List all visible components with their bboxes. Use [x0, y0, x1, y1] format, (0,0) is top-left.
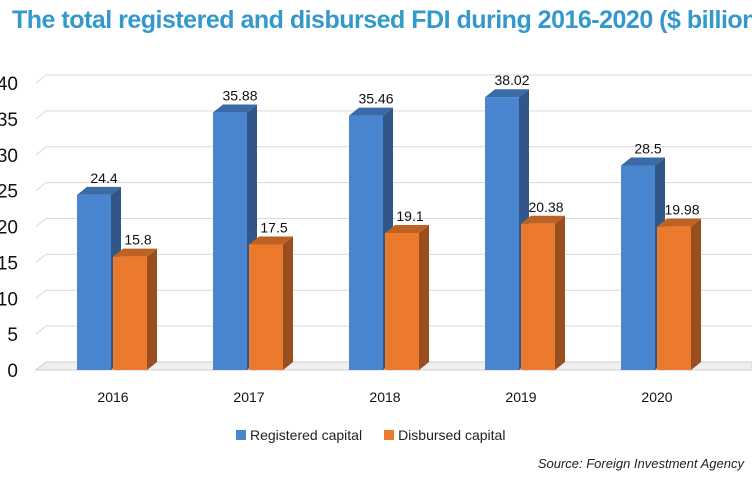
bar-top [521, 215, 565, 224]
data-label-registered: 38.02 [494, 72, 529, 88]
data-label-disbursed: 19.1 [396, 208, 423, 224]
y-tick-label: 0 [7, 361, 18, 382]
y-tick-label: 15 [0, 253, 18, 274]
gridline-depth [35, 146, 47, 156]
y-tick-label: 10 [0, 289, 18, 310]
bar-disbursed [113, 248, 157, 370]
gridline-depth [35, 289, 47, 299]
x-tick-label: 2019 [505, 389, 536, 405]
bar-top [249, 236, 293, 245]
bar-top [657, 218, 701, 227]
x-tick-label: 2018 [369, 389, 400, 405]
bar-top [485, 89, 529, 98]
gridline-depth [35, 325, 47, 335]
source-note: Source: Foreign Investment Agency [537, 456, 744, 471]
gridline-depth [35, 218, 47, 227]
x-tick-label: 2020 [641, 389, 672, 405]
legend-label-disbursed: Disbursed capital [398, 427, 506, 443]
x-tick-label: 2017 [233, 389, 264, 405]
bar-disbursed [249, 236, 293, 370]
bar-top [77, 186, 121, 195]
data-label-registered: 35.46 [358, 91, 393, 107]
bar-top [621, 157, 665, 166]
bar-front [521, 223, 555, 370]
x-axis-ticks: 2016 2017 2018 2019 2020 [97, 389, 672, 405]
bar-side [555, 215, 565, 370]
bar-front [621, 165, 655, 370]
bar-top [113, 248, 157, 257]
bar-disbursed [385, 224, 429, 370]
data-label-registered: 28.5 [634, 141, 661, 157]
bar-front [657, 226, 691, 370]
data-label-registered: 35.88 [222, 88, 257, 104]
data-label-disbursed: 19.98 [664, 202, 699, 218]
y-tick-label: 30 [0, 146, 18, 167]
bar-top [385, 224, 429, 233]
y-axis-ticks: 0 5 10 15 20 25 30 35 40 [0, 74, 18, 382]
bar-front [485, 97, 519, 371]
bar-front [349, 115, 383, 371]
bar-front [113, 256, 147, 370]
data-label-disbursed: 20.38 [528, 199, 563, 215]
bar-disbursed [521, 215, 565, 370]
gridline-depth [35, 110, 47, 120]
bar-front [77, 194, 111, 370]
bars-layer: 24.4 15.8 35.88 17.5 35.46 19.1 38.02 20.38 28.5… [77, 72, 701, 371]
bar-side [283, 236, 293, 370]
gridline-depth [35, 253, 47, 263]
bar-disbursed [657, 218, 701, 370]
y-tick-label: 35 [0, 110, 18, 131]
bar-side [691, 218, 701, 370]
bar-top [213, 104, 257, 113]
gridline-depth [35, 182, 47, 192]
bar-side [147, 248, 157, 370]
legend-swatch-registered [236, 430, 246, 440]
bar-side [419, 224, 429, 370]
y-tick-label: 40 [0, 74, 18, 95]
legend-swatch-disbursed [384, 430, 395, 440]
data-label-registered: 24.4 [90, 170, 117, 186]
y-tick-label: 20 [0, 218, 18, 239]
legend-item-registered: Registered capital [236, 427, 362, 443]
chart-title: The total registered and disbursed FDI d… [12, 6, 752, 34]
bar-front [385, 232, 419, 370]
legend: Registered capital Disbursed capital [236, 427, 527, 443]
legend-label-registered: Registered capital [250, 427, 363, 443]
bar-front [213, 112, 247, 370]
y-tick-label: 25 [0, 182, 18, 203]
bar-top [349, 107, 393, 116]
legend-item-disbursed: Disbursed capital [384, 427, 505, 443]
data-label-disbursed: 15.8 [124, 232, 151, 248]
bar-front [249, 244, 283, 370]
x-tick-label: 2016 [97, 389, 128, 405]
y-tick-label: 5 [7, 325, 18, 346]
data-label-disbursed: 17.5 [260, 219, 287, 235]
gridline-depth [35, 74, 47, 84]
